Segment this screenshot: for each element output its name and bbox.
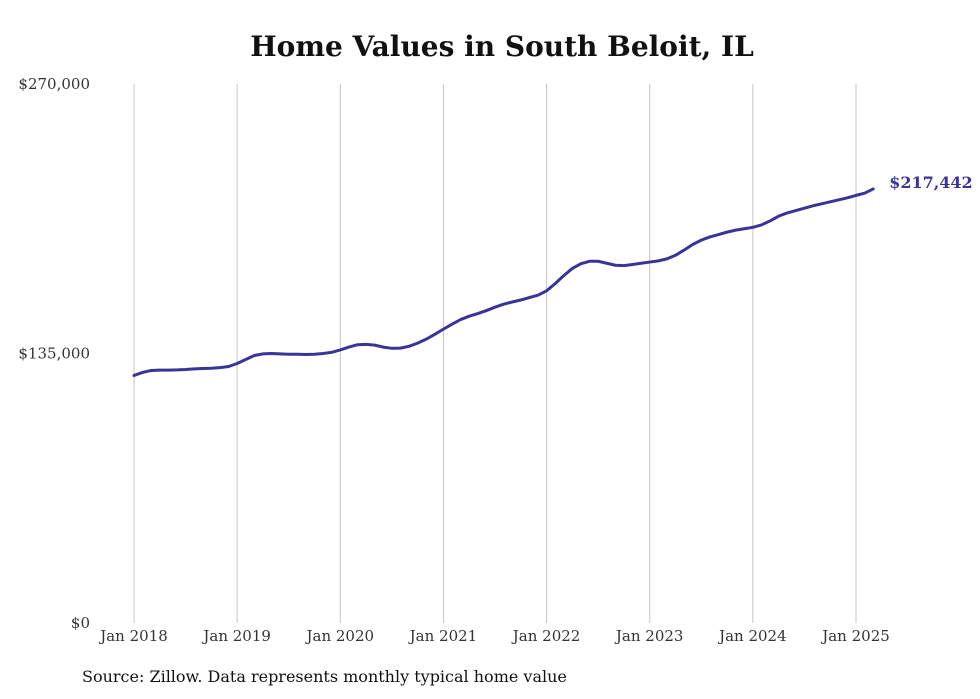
x-tick-label: Jan 2025 <box>820 627 890 645</box>
y-tick-label: $0 <box>71 614 90 632</box>
x-tick-label: Jan 2019 <box>201 627 271 645</box>
gridlines <box>133 84 857 623</box>
x-axis: Jan 2018 Jan 2019 Jan 2020 Jan 2021 Jan 2022… <box>98 627 890 645</box>
y-tick-label: $135,000 <box>18 345 90 363</box>
x-tick-label: Jan 2021 <box>408 627 478 645</box>
y-tick-label: $270,000 <box>18 75 90 93</box>
x-tick-label: Jan 2020 <box>305 627 375 645</box>
x-tick-label: Jan 2024 <box>717 627 787 645</box>
source-note: Source: Zillow. Data represents monthly … <box>82 667 567 686</box>
series-layer: $217,442 <box>132 173 973 377</box>
x-tick-label: Jan 2018 <box>98 627 168 645</box>
end-value-label: $217,442 <box>889 173 973 192</box>
series-line <box>132 187 875 377</box>
chart-title: Home Values in South Beloit, IL <box>250 30 754 63</box>
x-tick-label: Jan 2023 <box>614 627 684 645</box>
y-axis: $0 $135,000 $270,000 <box>18 75 90 632</box>
x-tick-label: Jan 2022 <box>511 627 581 645</box>
